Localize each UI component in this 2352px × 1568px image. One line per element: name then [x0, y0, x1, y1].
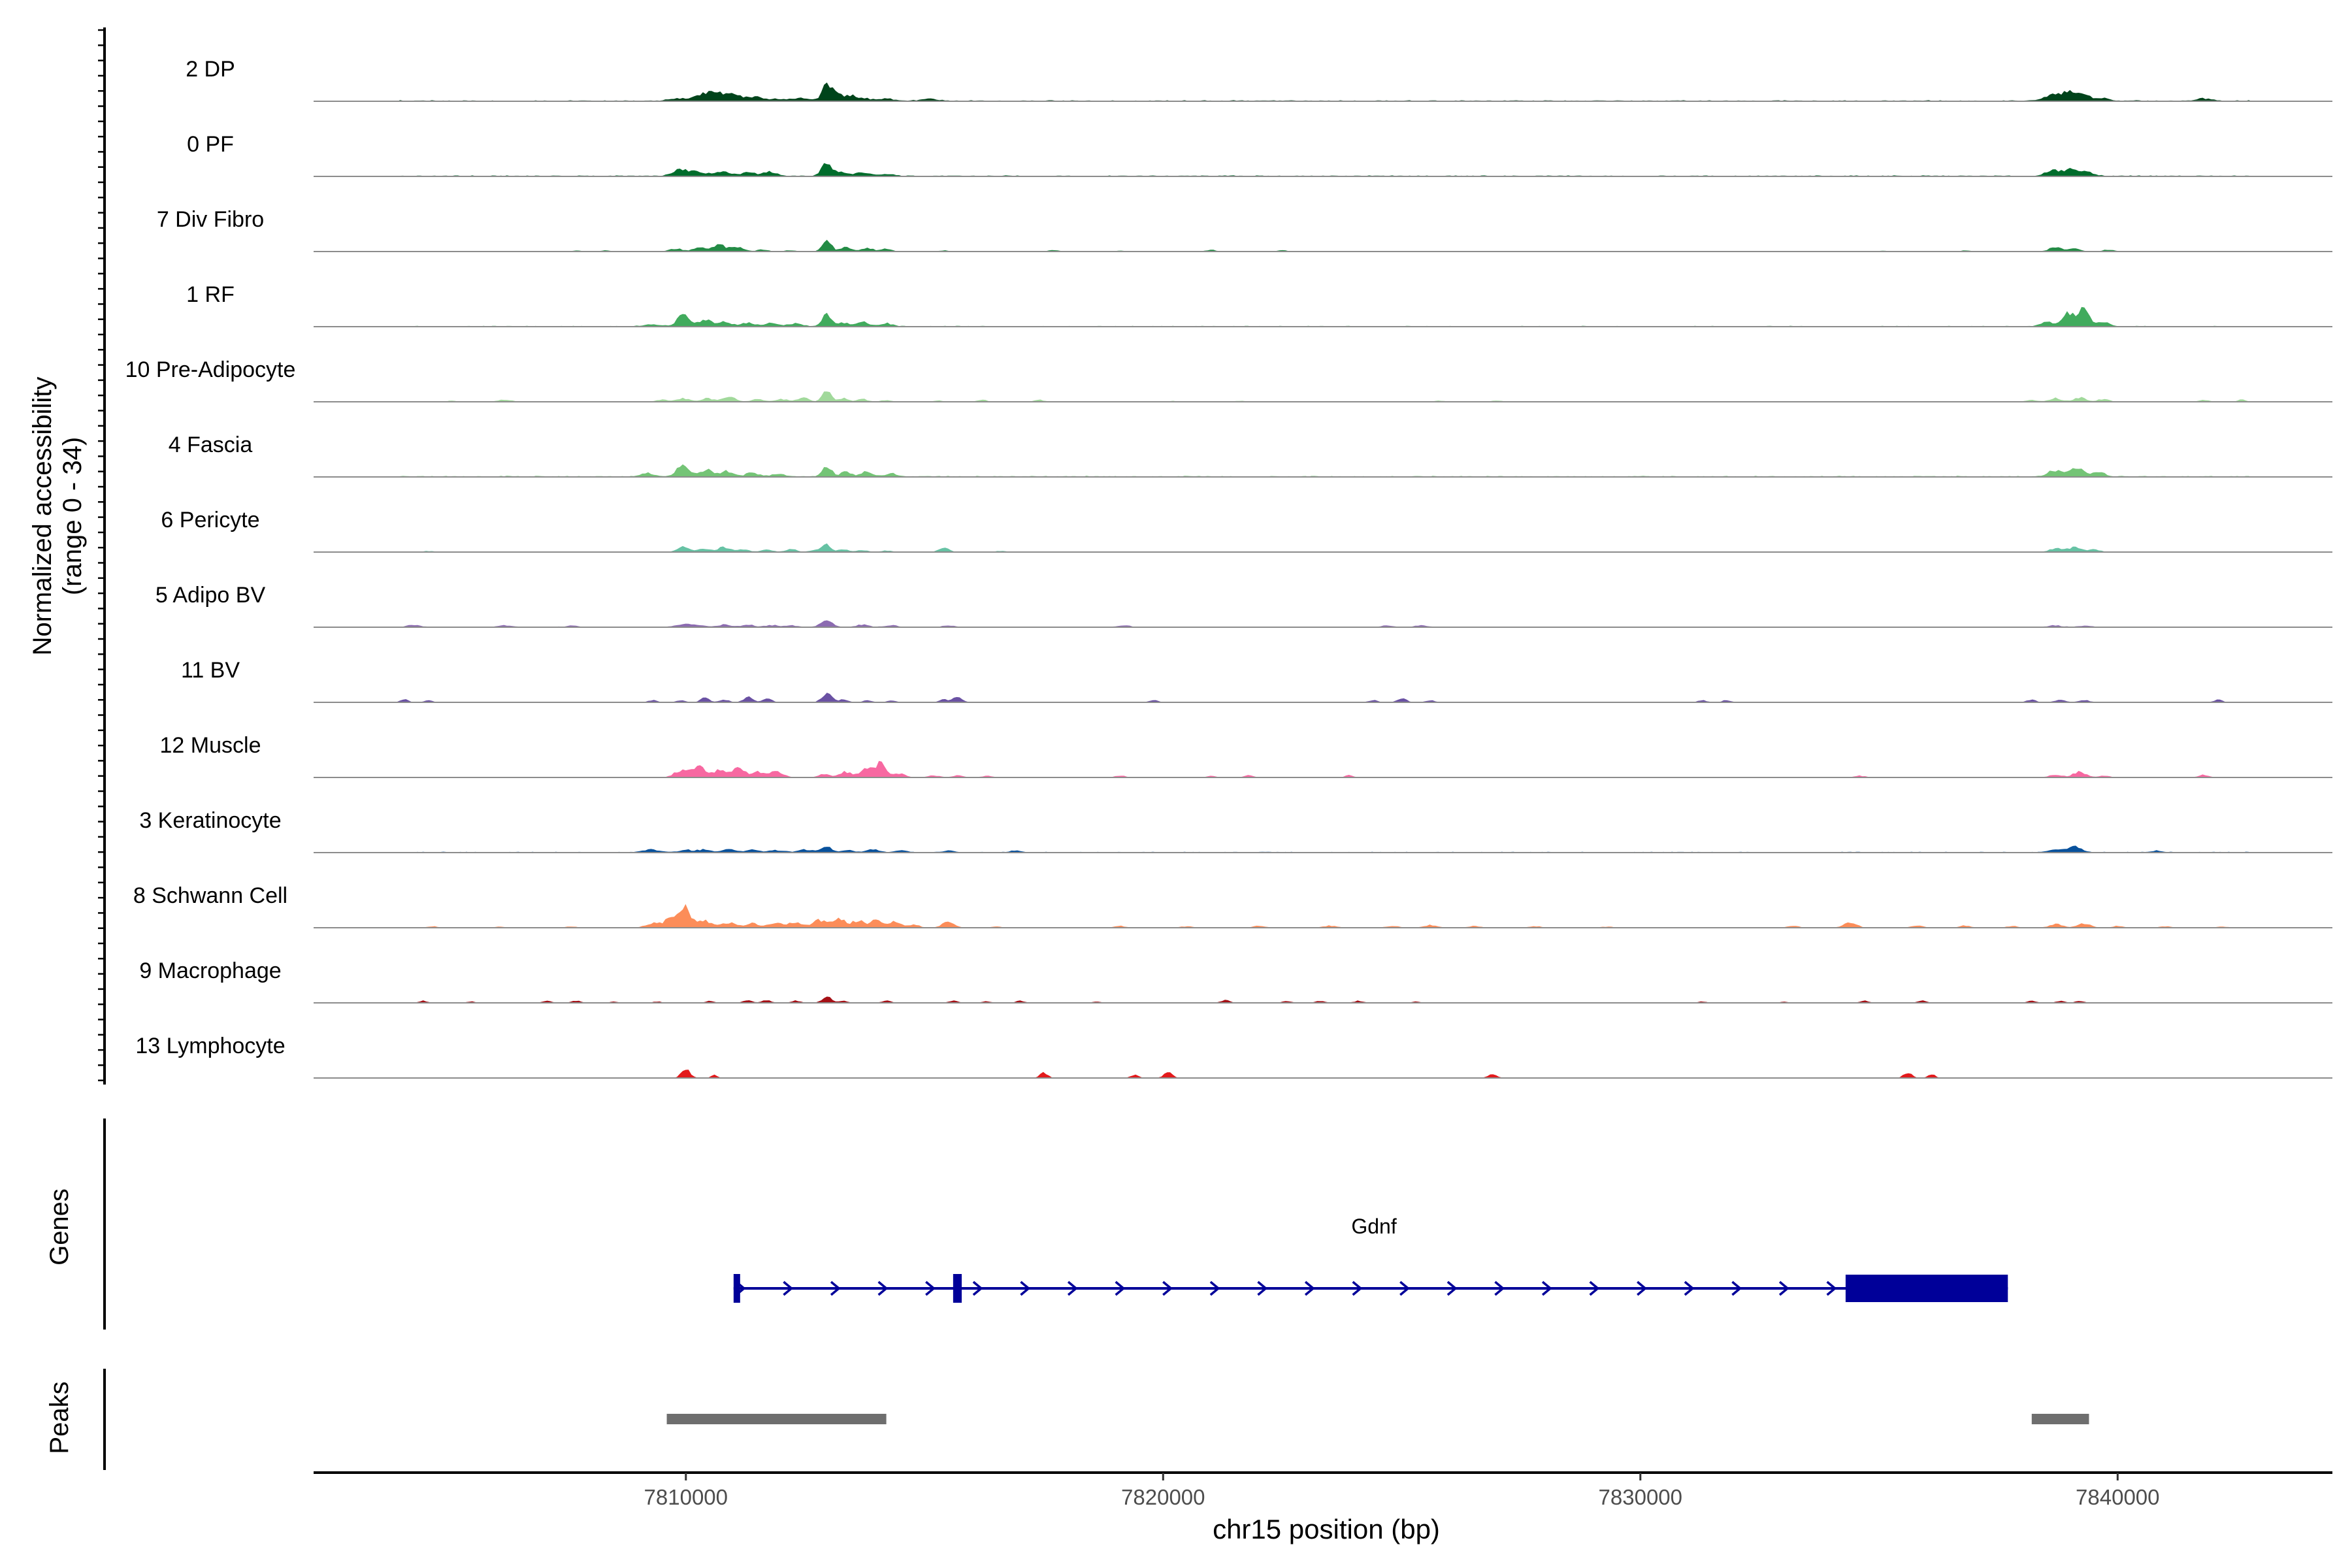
gene-exon [733, 1274, 740, 1303]
coverage-area-2 [314, 240, 2332, 252]
track-label: 5 Adipo BV [155, 583, 266, 608]
track-label: 3 Keratinocyte [139, 808, 281, 833]
coverage-area-0 [314, 82, 2332, 101]
strand-arrow-icon [1731, 1281, 1742, 1296]
track-13: 13 Lymphocyte [135, 1034, 2332, 1079]
track-label: 1 RF [186, 282, 235, 307]
track-2: 7 Div Fibro [157, 207, 2332, 252]
y-axis [98, 27, 106, 1085]
strand-arrow-icon [1778, 1281, 1789, 1296]
accessibility-tracks: 2 DP 0 PF 7 Div Fibro 1 RF 10 Pre-Adipocyte 4… [125, 57, 2332, 1079]
track-4: 10 Pre-Adipocyte [125, 357, 2332, 402]
strand-arrow-icon [1352, 1281, 1363, 1296]
x-tick-label: 7820000 [1121, 1485, 1205, 1509]
coverage-area-13 [314, 1070, 2332, 1078]
strand-arrow-icon [1020, 1281, 1031, 1296]
strand-arrow-icon [1446, 1281, 1458, 1296]
strand-arrow-icon [877, 1281, 889, 1296]
coverage-area-11 [314, 904, 2332, 928]
gene-track: Gdnf [103, 1119, 2008, 1330]
track-9: 12 Muscle [160, 733, 2332, 778]
track-label: 11 BV [181, 658, 240, 683]
strand-arrow-icon [1304, 1281, 1315, 1296]
x-tick-label: 7810000 [644, 1485, 728, 1509]
strand-arrow-icon [783, 1281, 794, 1296]
track-label: 2 DP [186, 57, 235, 82]
track-3: 1 RF [186, 282, 2332, 327]
track-1: 0 PF [187, 132, 2332, 177]
coverage-area-6 [314, 543, 2332, 552]
strand-arrow-icon [1257, 1281, 1268, 1296]
gene-name-label: Gdnf [1351, 1215, 1396, 1238]
strand-arrow-icon [1826, 1281, 1837, 1296]
strand-arrow-icon [925, 1281, 936, 1296]
coverage-area-1 [314, 163, 2332, 176]
track-0: 2 DP [186, 57, 2332, 102]
y-axis-title: Normalized accessibility [28, 377, 57, 656]
track-label: 6 Pericyte [161, 508, 259, 532]
track-8: 11 BV [181, 658, 2332, 703]
peaks-track-label: Peaks [45, 1381, 74, 1454]
strand-arrow-icon [1067, 1281, 1078, 1296]
strand-arrow-icon [1494, 1281, 1505, 1296]
track-10: 3 Keratinocyte [139, 808, 2332, 853]
strand-arrow-icon [1684, 1281, 1695, 1296]
track-label: 8 Schwann Cell [133, 883, 287, 908]
track-6: 6 Pericyte [161, 508, 2332, 553]
coverage-area-5 [314, 464, 2332, 477]
strand-arrow-icon [972, 1281, 983, 1296]
track-label: 9 Macrophage [139, 958, 281, 983]
peak-region [2031, 1414, 2089, 1424]
track-label: 13 Lymphocyte [135, 1034, 285, 1058]
peak-region [666, 1414, 887, 1424]
strand-arrow-icon [1589, 1281, 1600, 1296]
track-label: 12 Muscle [160, 733, 261, 758]
strand-arrow-icon [1399, 1281, 1410, 1296]
strand-arrow-icon [1541, 1281, 1552, 1296]
track-label: 4 Fascia [169, 433, 253, 457]
track-label: 10 Pre-Adipocyte [125, 357, 296, 382]
y-axis-title-range: (range 0 - 34) [58, 437, 87, 595]
coverage-area-3 [314, 306, 2332, 327]
track-12: 9 Macrophage [139, 958, 2332, 1004]
coverage-area-10 [314, 845, 2332, 853]
track-11: 8 Schwann Cell [133, 883, 2332, 928]
track-5: 4 Fascia [169, 433, 2332, 478]
strand-arrow-icon [830, 1281, 841, 1296]
coverage-area-7 [314, 620, 2332, 627]
genes-track-label: Genes [45, 1188, 74, 1266]
coverage-area-8 [314, 693, 2332, 702]
strand-arrow-icon [1637, 1281, 1647, 1296]
x-axis-title: chr15 position (bp) [1213, 1514, 1440, 1544]
x-axis: 7810000 7820000 7830000 7840000 [314, 1471, 2332, 1509]
coverage-area-9 [314, 760, 2332, 777]
track-7: 5 Adipo BV [155, 583, 2332, 628]
gene-exon [1845, 1275, 2008, 1302]
track-label: 7 Div Fibro [157, 207, 264, 232]
strand-arrow-icon [1115, 1281, 1126, 1296]
coverage-area-12 [314, 996, 2332, 1003]
x-tick-label: 7840000 [2076, 1485, 2159, 1509]
x-tick-label: 7830000 [1599, 1485, 1682, 1509]
strand-arrow-icon [1162, 1281, 1173, 1296]
track-label: 0 PF [187, 132, 234, 157]
peak-track [103, 1369, 2089, 1470]
gene-exon [953, 1274, 962, 1303]
coverage-area-4 [314, 391, 2332, 402]
strand-arrow-icon [1209, 1281, 1220, 1296]
